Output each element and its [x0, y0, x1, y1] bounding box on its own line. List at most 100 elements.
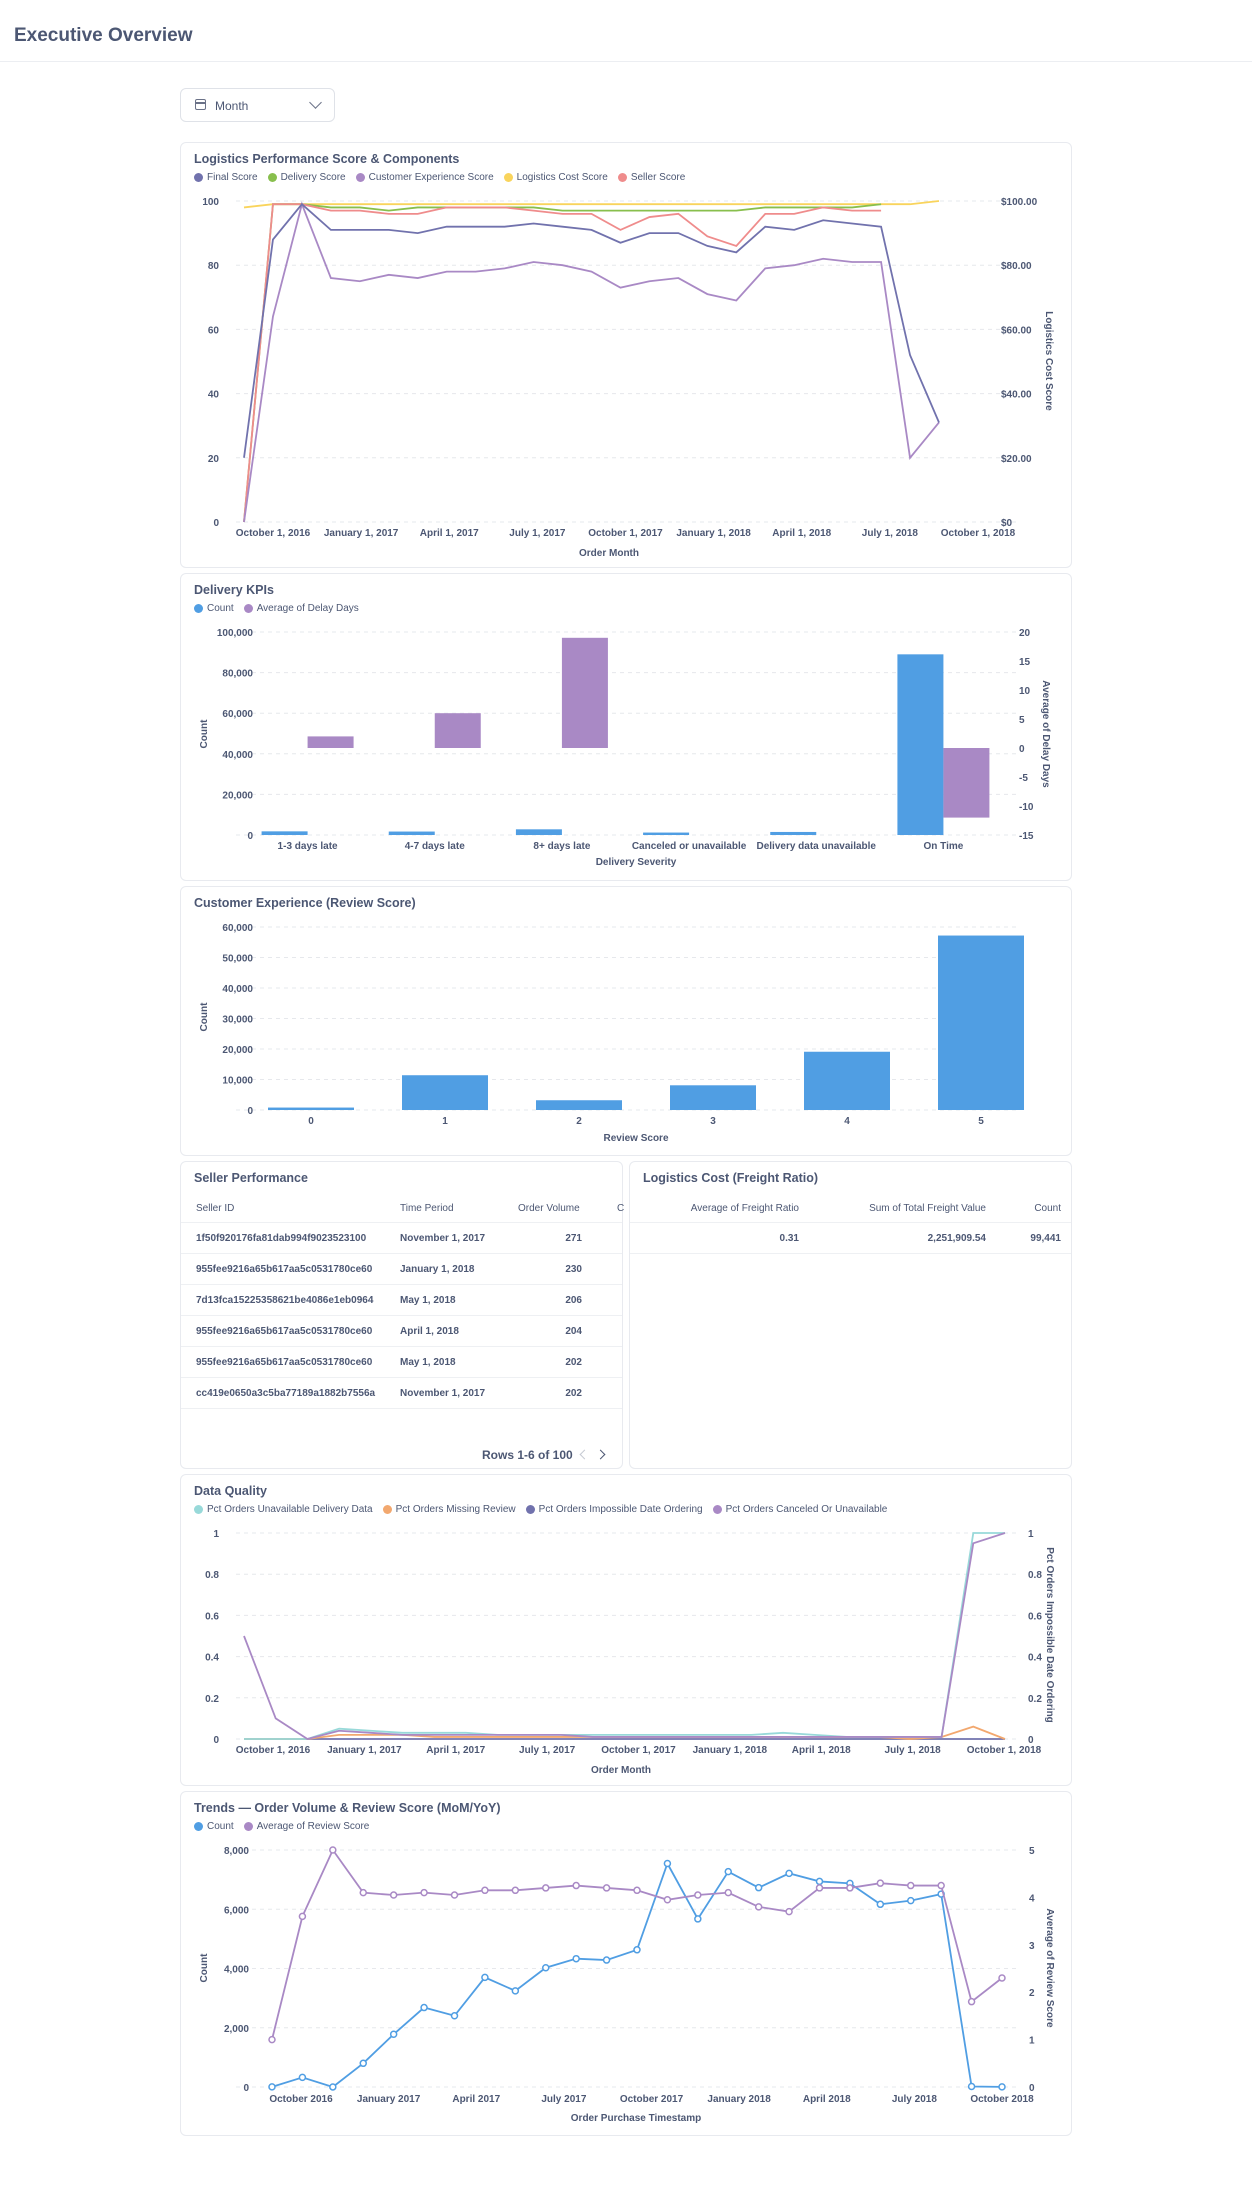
x-tick-label: January 1, 2017 [324, 528, 399, 539]
x-tick-label: 1 [442, 1116, 448, 1127]
y-right-tick-label: -15 [1019, 831, 1034, 842]
column-header-order-volume[interactable]: Order Volume [518, 1203, 580, 1214]
legend-label: Logistics Cost Score [516, 172, 608, 183]
x-tick-label: July 1, 2017 [509, 528, 566, 539]
column-header-sum-total-freight[interactable]: Sum of Total Freight Value [869, 1203, 986, 1214]
data-point [967, 2082, 976, 2091]
column-header-count[interactable]: Count [1034, 1203, 1061, 1214]
legend-item-unavailable-delivery[interactable]: Pct Orders Unavailable Delivery Data [194, 1504, 373, 1515]
y-right-tick-label: 5 [1019, 715, 1025, 726]
legend-dot [194, 1505, 203, 1514]
cell-time-period: May 1, 2018 [400, 1295, 456, 1306]
y-tick-label: 0 [247, 1106, 253, 1117]
y-tick-label: 2,000 [224, 2024, 249, 2035]
table-row[interactable]: 955fee9216a65b617aa5c0531780ce60 April 1,… [181, 1316, 622, 1347]
y-right-tick-label: 15 [1019, 657, 1031, 668]
y-right-axis-title: Logistics Cost Score [1043, 311, 1054, 411]
series-line-0 [243, 202, 940, 458]
data-point [389, 1891, 398, 1899]
previous-page-button[interactable] [576, 1448, 590, 1462]
column-header-time-period[interactable]: Time Period [400, 1203, 454, 1214]
y-right-tick-label: -10 [1019, 802, 1034, 813]
data-point [420, 2003, 428, 2012]
data-point [846, 1884, 854, 1892]
table-row[interactable]: 955fee9216a65b617aa5c0531780ce60 May 1, 2… [181, 1347, 622, 1378]
bar [938, 935, 1024, 1110]
legend-item-count[interactable]: Count [194, 1821, 234, 1832]
data-point [663, 1896, 672, 1904]
table-row[interactable]: 7d13fca15225358621be4086e1eb0964 May 1, 2… [181, 1285, 622, 1316]
x-tick-label: October 2016 [269, 2094, 333, 2105]
legend-item-average-delay-days[interactable]: Average of Delay Days [243, 603, 359, 614]
data-point [633, 1886, 641, 1895]
legend-item-logistics-cost-score[interactable]: Logistics Cost Score [503, 172, 608, 183]
x-tick-label: Delivery data unavailable [756, 841, 876, 852]
bar-count [897, 654, 944, 835]
chevron-down-icon [309, 96, 322, 109]
legend-dot [243, 1822, 253, 1831]
data-point [663, 1859, 672, 1868]
y-tick-label: 20,000 [222, 790, 253, 801]
y-tick-label: 80,000 [222, 669, 253, 680]
review-score-chart: 0 10,000 20,000 30,000 40,000 50,000 60,000 Cou… [199, 923, 1024, 1144]
next-page-button[interactable] [595, 1448, 610, 1462]
legend-label: Pct Orders Missing Review [395, 1504, 516, 1515]
x-tick-label: January 1, 2018 [676, 528, 751, 539]
legend-label: Pct Orders Unavailable Delivery Data [207, 1504, 373, 1515]
legend-item-canceled[interactable]: Pct Orders Canceled Or Unavailable [712, 1504, 887, 1515]
table-row[interactable]: 0.31 2,251,909.54 99,441 [630, 1223, 1071, 1254]
x-tick-label: 3 [710, 1116, 716, 1127]
y-tick-label: 40,000 [222, 984, 253, 995]
column-header-average-freight-ratio[interactable]: Average of Freight Ratio [690, 1203, 799, 1214]
month-filter-dropdown[interactable]: Month [180, 88, 335, 122]
column-header-truncated[interactable]: C [617, 1203, 625, 1214]
legend-dot [712, 1505, 722, 1514]
data-point [298, 2073, 307, 2082]
x-axis-title: Order Purchase Timestamp [571, 2113, 701, 2124]
y-right-tick-label: 4 [1029, 1893, 1035, 1904]
y-tick-label: 6,000 [224, 1905, 249, 1916]
cell-time-period: November 1, 2017 [400, 1233, 486, 1244]
legend-item-impossible-date[interactable]: Pct Orders Impossible Date Ordering [525, 1504, 703, 1515]
cell-order-volume: 230 [565, 1264, 582, 1275]
data-point [815, 1884, 824, 1892]
legend-item-customer-experience-score[interactable]: Customer Experience Score [355, 172, 494, 183]
y-tick-label: 60,000 [222, 709, 253, 720]
column-header-seller-id[interactable]: Seller ID [196, 1203, 235, 1214]
table-row[interactable]: 955fee9216a65b617aa5c0531780ce60 January … [181, 1254, 622, 1285]
legend-item-count[interactable]: Count [194, 603, 234, 614]
legend-label: Seller Score [630, 172, 686, 183]
data-point [907, 1881, 915, 1890]
quality-card-title: Data Quality [194, 1484, 267, 1498]
x-tick-label: January 2018 [707, 2094, 771, 2105]
x-tick-label: April 2017 [452, 2094, 500, 2105]
data-point [937, 1881, 945, 1890]
legend-item-seller-score[interactable]: Seller Score [617, 172, 686, 183]
legend-item-missing-review[interactable]: Pct Orders Missing Review [382, 1504, 516, 1515]
x-tick-label: October 1, 2018 [941, 528, 1016, 539]
bar-delay-days [561, 637, 608, 748]
bar [670, 1085, 756, 1110]
legend-dot [194, 604, 203, 613]
legend-label: Average of Delay Days [256, 603, 359, 614]
x-tick-label: July 2017 [541, 2094, 586, 2105]
data-point [602, 1884, 611, 1892]
table-row[interactable]: 1f50f920176fa81dab994f9023523100 November… [181, 1223, 622, 1254]
legend-item-final-score[interactable]: Final Score [194, 172, 258, 183]
x-tick-label: April 1, 2018 [792, 1745, 851, 1756]
y-right-tick-label: $40.00 [1001, 390, 1032, 401]
seller-performance-card: Seller Performance Seller ID Time Period… [180, 1161, 625, 1469]
y-tick-label: 60 [208, 325, 220, 336]
data-point [511, 1886, 520, 1895]
bar-delay-days [434, 713, 481, 748]
cell-seller-id: 955fee9216a65b617aa5c0531780ce60 [196, 1326, 373, 1337]
data-point [542, 1884, 550, 1892]
table-row[interactable]: cc419e0650a3c5ba77189a1882b7556a November… [181, 1378, 622, 1409]
series-line-3 [243, 200, 940, 209]
y-right-tick-label: 0.4 [1028, 1653, 1042, 1664]
legend-item-average-review-score[interactable]: Average of Review Score [243, 1821, 369, 1832]
series-line-count [271, 1861, 1003, 2088]
series-line-0 [244, 1532, 1005, 1740]
y-tick-label: 4,000 [224, 1965, 249, 1976]
legend-item-delivery-score[interactable]: Delivery Score [267, 172, 346, 183]
